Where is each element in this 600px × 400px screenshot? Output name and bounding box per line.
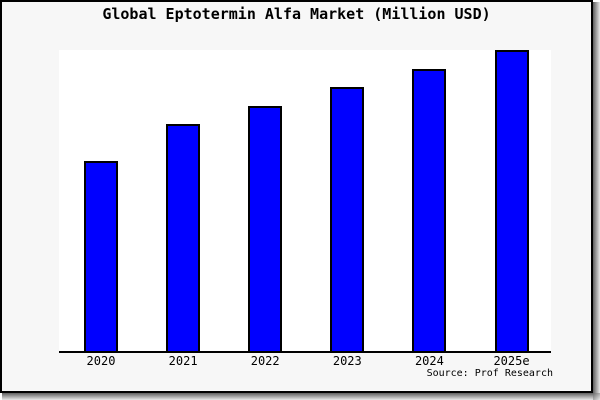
chart-title: Global Eptotermin Alfa Market (Million U… <box>102 5 491 23</box>
x-tick-label-2023: 2023 <box>332 354 362 368</box>
drop-shadow-bottom <box>2 393 593 400</box>
x-tick-label-2021: 2021 <box>168 354 198 368</box>
x-tick-label-2024: 2024 <box>414 354 444 368</box>
bar-2024 <box>412 69 447 351</box>
bar-2020 <box>84 161 118 351</box>
bar-2022 <box>248 106 283 351</box>
x-tick-label-2025e: 2025e <box>493 354 530 368</box>
drop-shadow-right <box>593 2 600 393</box>
x-tick-label-2020: 2020 <box>86 354 116 368</box>
bar-2021 <box>166 124 201 351</box>
bar-2023 <box>330 87 365 351</box>
x-tick-label-2022: 2022 <box>250 354 280 368</box>
bar-2025e <box>494 50 529 351</box>
source-credit: Source: Prof Research <box>426 368 553 379</box>
plot-area <box>59 50 551 353</box>
drop-shadow-corner <box>593 393 600 400</box>
